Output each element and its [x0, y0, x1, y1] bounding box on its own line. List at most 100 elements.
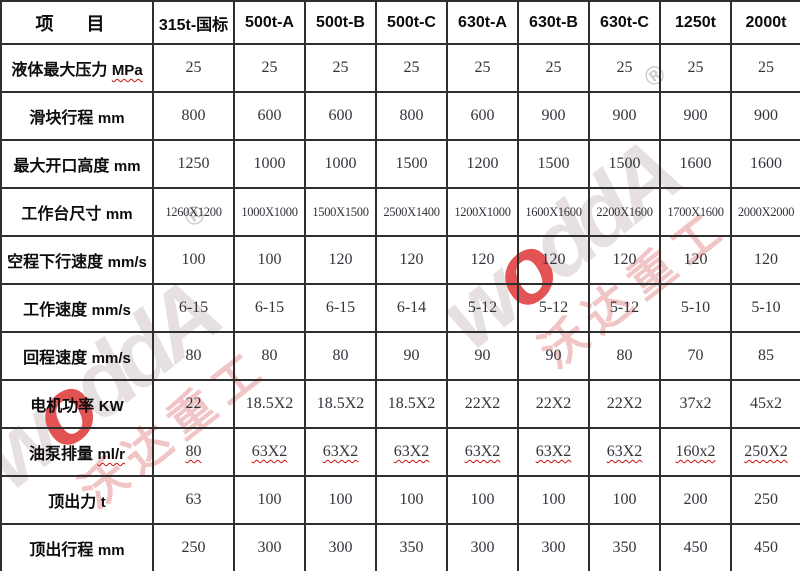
value-text: 2000X2000: [737, 204, 795, 219]
value-cell: 100: [152, 235, 235, 285]
value-cell: 25: [588, 43, 661, 93]
row-label: 最大开口高度 mm: [0, 139, 154, 189]
value-text: 18.5X2: [245, 395, 294, 412]
value-cell: 600: [446, 91, 519, 141]
value-text: 300: [257, 539, 282, 556]
value-text: 900: [612, 107, 637, 124]
value-text: 250X2: [744, 443, 788, 460]
value-cell: 5-12: [517, 283, 590, 333]
row-label: 滑块行程 mm: [0, 91, 154, 141]
value-cell: 100: [446, 475, 519, 525]
row-label-text: 滑块行程: [29, 110, 94, 127]
value-cell: 1600X1600: [517, 187, 590, 237]
value-cell: 80: [588, 331, 661, 381]
value-text: 100: [257, 491, 282, 508]
value-cell: 5-10: [730, 283, 800, 333]
value-text: 1200X1000: [454, 204, 511, 219]
table-row: 回程速度 mm/s 80 80 80 90 90 90 80 70 85: [0, 331, 800, 381]
value-text: 5-12: [538, 299, 569, 316]
table-row: 顶出力 t 63 100 100 100 100 100 100 200 250: [0, 475, 800, 525]
value-text: 25: [474, 59, 491, 76]
row-label-text: 空程下行速度: [7, 254, 104, 271]
value-text: 80: [185, 443, 202, 460]
value-cell: 5-12: [446, 283, 519, 333]
value-cell: 85: [730, 331, 800, 381]
value-cell: 200: [659, 475, 732, 525]
value-text: 100: [181, 251, 206, 268]
value-text: 120: [541, 251, 566, 268]
row-unit-text: mm: [105, 206, 133, 223]
value-cell: 1500: [517, 139, 590, 189]
value-cell: 45x2: [730, 379, 800, 429]
value-cell: 350: [588, 523, 661, 571]
value-text: 25: [261, 59, 278, 76]
value-text: 120: [754, 251, 778, 268]
value-text: 100: [257, 251, 282, 268]
value-text: 25: [403, 59, 420, 76]
value-cell: 37x2: [659, 379, 732, 429]
value-cell: 63X2: [446, 427, 519, 477]
value-text: 100: [470, 491, 495, 508]
row-unit-text: t: [100, 494, 106, 511]
value-cell: 25: [375, 43, 448, 93]
header-cell-item: 项 目: [0, 0, 154, 45]
value-cell: 100: [233, 475, 306, 525]
row-label: 液体最大压力 MPa: [0, 43, 154, 93]
value-text: 120: [328, 251, 353, 268]
value-cell: 300: [304, 523, 377, 571]
value-cell: 450: [730, 523, 800, 571]
value-cell: 80: [304, 331, 377, 381]
value-cell: 6-15: [233, 283, 306, 333]
value-cell: 63X2: [517, 427, 590, 477]
value-text: 80: [185, 347, 202, 364]
row-label-text: 液体最大压力: [11, 62, 108, 79]
value-text: 45x2: [750, 395, 782, 412]
value-text: 1600: [750, 155, 782, 172]
value-text: 90: [403, 347, 420, 364]
value-text: 350: [612, 539, 637, 556]
value-cell: 900: [588, 91, 661, 141]
row-label-text: 工作速度: [23, 302, 88, 319]
value-cell: 800: [152, 91, 235, 141]
value-text: 1500X1500: [312, 204, 369, 219]
value-text: 5-12: [609, 299, 640, 316]
value-text: 120: [612, 251, 637, 268]
value-cell: 22X2: [588, 379, 661, 429]
header-row: 项 目 315t-国标 500t-A 500t-B 500t-C 630t-A 630t-B…: [0, 0, 800, 45]
value-text: 90: [545, 347, 562, 364]
value-text: 900: [541, 107, 566, 124]
value-text: 1500: [395, 155, 428, 172]
value-cell: 900: [659, 91, 732, 141]
value-cell: 1200: [446, 139, 519, 189]
value-text: 6-15: [254, 299, 285, 316]
value-cell: 1250: [152, 139, 235, 189]
value-cell: 22X2: [517, 379, 590, 429]
header-cell-model: 500t-A: [233, 0, 306, 45]
row-unit-text: mm/s: [91, 350, 131, 367]
value-text: 63X2: [251, 443, 288, 460]
value-cell: 25: [517, 43, 590, 93]
value-cell: 1500: [588, 139, 661, 189]
value-cell: 1000X1000: [233, 187, 306, 237]
value-text: 63X2: [606, 443, 643, 460]
value-text: 25: [616, 59, 633, 76]
value-text: 120: [399, 251, 424, 268]
row-unit-text: mm: [97, 542, 125, 559]
value-text: 63X2: [393, 443, 430, 460]
value-cell: 18.5X2: [233, 379, 306, 429]
row-label: 回程速度 mm/s: [0, 331, 154, 381]
value-cell: 2000X2000: [730, 187, 800, 237]
value-cell: 63X2: [588, 427, 661, 477]
value-cell: 22X2: [446, 379, 519, 429]
value-text: 160x2: [675, 443, 716, 460]
value-text: 300: [470, 539, 495, 556]
header-cell-model: 1250t: [659, 0, 732, 45]
value-text: 90: [474, 347, 491, 364]
value-cell: 1500: [375, 139, 448, 189]
value-cell: 80: [152, 427, 235, 477]
header-cell-model: 500t-C: [375, 0, 448, 45]
value-cell: 63: [152, 475, 235, 525]
value-cell: 5-12: [588, 283, 661, 333]
value-cell: 90: [446, 331, 519, 381]
